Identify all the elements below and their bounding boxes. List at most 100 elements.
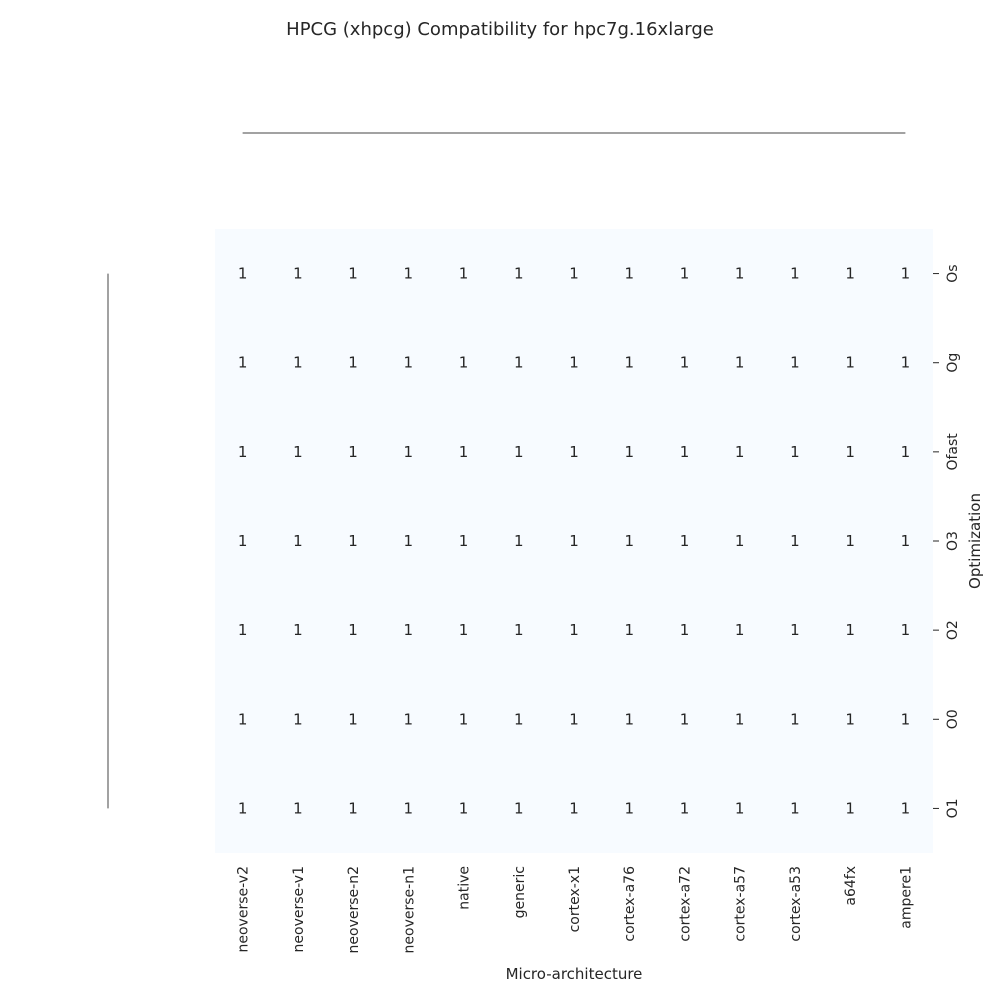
cell-value-label: 1 bbox=[901, 532, 911, 550]
cell-value-label: 1 bbox=[348, 799, 358, 817]
cell-value-label: 1 bbox=[404, 443, 414, 461]
y-tick-label: Os bbox=[945, 264, 961, 282]
heatmap-cell bbox=[877, 229, 933, 319]
heatmap-cell bbox=[435, 318, 492, 408]
x-axis-label: Micro-architecture bbox=[506, 965, 643, 983]
cell-value-label: 1 bbox=[459, 621, 469, 639]
cell-value-label: 1 bbox=[569, 621, 579, 639]
cell-value-label: 1 bbox=[569, 532, 579, 550]
heatmap-cell bbox=[325, 407, 381, 497]
cell-value-label: 1 bbox=[624, 799, 634, 817]
cell-value-label: 1 bbox=[404, 265, 414, 283]
cell-value-label: 1 bbox=[514, 621, 524, 639]
chart-title: HPCG (xhpcg) Compatibility for hpc7g.16x… bbox=[286, 19, 714, 40]
cell-value-label: 1 bbox=[845, 443, 855, 461]
heatmap-cell bbox=[712, 407, 768, 497]
heatmap-cell bbox=[767, 496, 823, 586]
heatmap-cell bbox=[601, 496, 657, 586]
heatmap-cell bbox=[601, 585, 657, 675]
heatmap-cell bbox=[822, 763, 878, 853]
heatmap-cell bbox=[601, 318, 657, 408]
x-tick-label: a64fx bbox=[843, 866, 859, 906]
cell-value-label: 1 bbox=[514, 265, 524, 283]
heatmap-cell bbox=[270, 674, 326, 764]
heatmap-cell bbox=[325, 229, 381, 319]
heatmap-cell bbox=[601, 407, 657, 497]
y-tick-labels: Os Og Ofast O3 O2 O0 O1 bbox=[933, 264, 961, 818]
heatmap-cell bbox=[380, 674, 436, 764]
cell-value-label: 1 bbox=[735, 265, 745, 283]
heatmap-cell bbox=[546, 229, 602, 319]
cell-value-label: 1 bbox=[845, 532, 855, 550]
cell-value-label: 1 bbox=[293, 265, 303, 283]
cell-value-label: 1 bbox=[238, 265, 248, 283]
heatmap-cell bbox=[822, 318, 878, 408]
heatmap-cell bbox=[270, 407, 326, 497]
y-tick-label: Og bbox=[945, 353, 961, 373]
cell-value-label: 1 bbox=[569, 354, 579, 372]
cell-value-label: 1 bbox=[735, 532, 745, 550]
cell-value-label: 1 bbox=[901, 710, 911, 728]
cell-value-label: 1 bbox=[459, 710, 469, 728]
heatmap-cell bbox=[270, 229, 326, 319]
heatmap-cell bbox=[491, 496, 547, 586]
heatmap-cell bbox=[325, 763, 381, 853]
cell-value-label: 1 bbox=[735, 710, 745, 728]
heatmap-cell bbox=[380, 407, 436, 497]
heatmap-cell bbox=[215, 229, 271, 319]
heatmap-cell bbox=[712, 763, 768, 853]
heatmap-cell bbox=[215, 496, 271, 586]
cell-value-label: 1 bbox=[680, 799, 690, 817]
heatmap-cell bbox=[877, 496, 933, 586]
heatmap-cell bbox=[215, 407, 271, 497]
cell-value-label: 1 bbox=[238, 799, 248, 817]
heatmap-cell bbox=[822, 407, 878, 497]
x-tick-label: cortex-a57 bbox=[733, 866, 749, 942]
cell-value-label: 1 bbox=[293, 621, 303, 639]
cell-value-label: 1 bbox=[790, 799, 800, 817]
cell-value-label: 1 bbox=[845, 354, 855, 372]
cell-value-label: 1 bbox=[624, 443, 634, 461]
cell-value-label: 1 bbox=[514, 532, 524, 550]
heatmap-cell bbox=[435, 585, 492, 675]
heatmap-cell bbox=[601, 674, 657, 764]
cell-value-label: 1 bbox=[680, 354, 690, 372]
heatmap-cell bbox=[491, 229, 547, 319]
cell-value-label: 1 bbox=[624, 354, 634, 372]
heatmap-cell bbox=[877, 585, 933, 675]
cell-value-label: 1 bbox=[901, 265, 911, 283]
cell-value-label: 1 bbox=[790, 265, 800, 283]
heatmap-cell bbox=[767, 407, 823, 497]
cell-value-label: 1 bbox=[348, 621, 358, 639]
heatmap-cell bbox=[325, 585, 381, 675]
cell-value-label: 1 bbox=[901, 621, 911, 639]
cell-value-label: 1 bbox=[680, 621, 690, 639]
heatmap-cell bbox=[380, 318, 436, 408]
heatmap-cell bbox=[380, 763, 436, 853]
cell-value-label: 1 bbox=[845, 710, 855, 728]
cell-value-label: 1 bbox=[404, 621, 414, 639]
cell-value-label: 1 bbox=[569, 443, 579, 461]
x-tick-label: neoverse-n1 bbox=[401, 866, 417, 953]
cell-value-label: 1 bbox=[680, 532, 690, 550]
cell-value-label: 1 bbox=[901, 799, 911, 817]
x-tick-label: cortex-a72 bbox=[677, 866, 693, 942]
cell-value-label: 1 bbox=[735, 354, 745, 372]
heatmap-cell bbox=[435, 674, 492, 764]
cell-value-label: 1 bbox=[514, 799, 524, 817]
cell-value-label: 1 bbox=[569, 799, 579, 817]
heatmap-cell bbox=[380, 496, 436, 586]
heatmap-cell bbox=[380, 229, 436, 319]
x-tick-label: ampere1 bbox=[898, 866, 914, 929]
cell-value-label: 1 bbox=[293, 354, 303, 372]
cell-value-label: 1 bbox=[459, 443, 469, 461]
heatmap-cell bbox=[270, 496, 326, 586]
heatmap-cell bbox=[491, 674, 547, 764]
heatmap-cell bbox=[435, 407, 492, 497]
cell-value-label: 1 bbox=[293, 799, 303, 817]
cell-value-label: 1 bbox=[459, 532, 469, 550]
heatmap-cell bbox=[546, 318, 602, 408]
cell-value-label: 1 bbox=[238, 354, 248, 372]
y-axis-label: Optimization bbox=[966, 493, 984, 589]
x-tick-label: neoverse-v2 bbox=[236, 866, 252, 952]
